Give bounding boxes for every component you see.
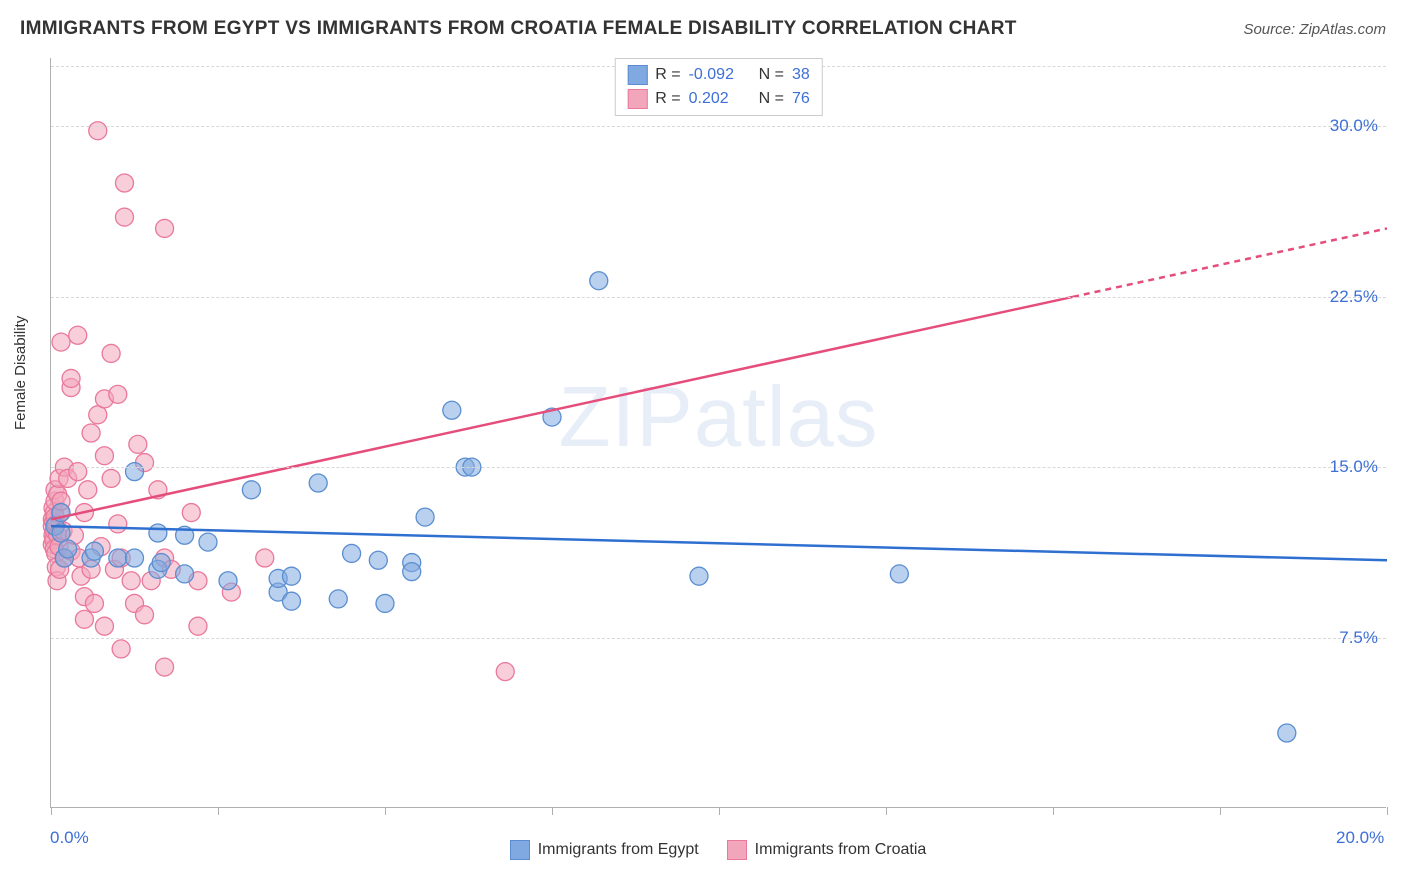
gridline <box>51 467 1386 468</box>
legend-n-val: 76 <box>792 87 810 111</box>
data-point <box>126 463 144 481</box>
data-point <box>112 640 130 658</box>
legend-n-key: N = <box>759 63 784 87</box>
data-point <box>75 610 93 628</box>
legend-r-key: R = <box>655 87 680 111</box>
legend-swatch <box>727 840 747 860</box>
data-point <box>403 563 421 581</box>
data-point <box>82 424 100 442</box>
legend-swatch <box>627 65 647 85</box>
data-point <box>156 219 174 237</box>
y-tick-label: 7.5% <box>1339 628 1378 648</box>
data-point <box>156 658 174 676</box>
x-tick <box>1387 807 1388 815</box>
gridline <box>51 638 1386 639</box>
legend-r-key: R = <box>655 63 680 87</box>
y-tick-label: 22.5% <box>1330 287 1378 307</box>
legend-label: Immigrants from Egypt <box>538 841 699 859</box>
data-point <box>369 551 387 569</box>
title-bar: IMMIGRANTS FROM EGYPT VS IMMIGRANTS FROM… <box>20 18 1386 40</box>
data-point <box>182 504 200 522</box>
x-tick <box>1053 807 1054 815</box>
data-point <box>95 447 113 465</box>
data-point <box>1278 724 1296 742</box>
data-point <box>95 617 113 635</box>
data-point <box>690 567 708 585</box>
data-point <box>343 544 361 562</box>
data-point <box>59 540 77 558</box>
data-point <box>115 174 133 192</box>
data-point <box>416 508 434 526</box>
data-point <box>376 594 394 612</box>
legend-label: Immigrants from Croatia <box>755 841 927 859</box>
plot-area: ZIPatlas R =-0.092N =38R =0.202N =76 7.5… <box>50 58 1386 808</box>
gridline <box>51 297 1386 298</box>
data-point <box>85 594 103 612</box>
data-point <box>52 333 70 351</box>
data-point <box>256 549 274 567</box>
data-point <box>282 567 300 585</box>
data-point <box>219 572 237 590</box>
data-point <box>242 481 260 499</box>
data-point <box>69 326 87 344</box>
source-label: Source: ZipAtlas.com <box>1243 21 1386 38</box>
data-point <box>309 474 327 492</box>
data-point <box>136 606 154 624</box>
data-point <box>126 549 144 567</box>
x-tick <box>385 807 386 815</box>
data-point <box>590 272 608 290</box>
data-point <box>102 469 120 487</box>
legend-n-key: N = <box>759 87 784 111</box>
data-point <box>443 401 461 419</box>
x-tick <box>719 807 720 815</box>
y-axis-label: Female Disability <box>12 316 29 430</box>
data-point <box>62 369 80 387</box>
chart-title: IMMIGRANTS FROM EGYPT VS IMMIGRANTS FROM… <box>20 18 1017 40</box>
x-tick <box>51 807 52 815</box>
data-point <box>89 122 107 140</box>
legend-r-val: -0.092 <box>689 63 751 87</box>
data-point <box>109 385 127 403</box>
data-point <box>152 554 170 572</box>
x-tick <box>886 807 887 815</box>
plot-svg <box>51 58 1386 807</box>
gridline <box>51 126 1386 127</box>
data-point <box>85 542 103 560</box>
legend-item: Immigrants from Croatia <box>727 840 927 860</box>
legend-item: Immigrants from Egypt <box>510 840 699 860</box>
data-point <box>176 565 194 583</box>
x-tick <box>552 807 553 815</box>
x-tick-label: 20.0% <box>1336 828 1384 848</box>
regression-line <box>51 526 1387 560</box>
data-point <box>115 208 133 226</box>
data-point <box>890 565 908 583</box>
data-point <box>122 572 140 590</box>
x-tick-label: 0.0% <box>50 828 89 848</box>
data-point <box>129 435 147 453</box>
y-tick-label: 30.0% <box>1330 116 1378 136</box>
x-tick <box>218 807 219 815</box>
data-point <box>109 549 127 567</box>
data-point <box>149 524 167 542</box>
legend-swatch <box>627 89 647 109</box>
data-point <box>79 481 97 499</box>
data-point <box>496 663 514 681</box>
legend-n-val: 38 <box>792 63 810 87</box>
data-point <box>282 592 300 610</box>
data-point <box>189 617 207 635</box>
regression-line <box>51 297 1073 520</box>
y-tick-label: 15.0% <box>1330 457 1378 477</box>
data-point <box>102 344 120 362</box>
legend-bottom: Immigrants from Egypt Immigrants from Cro… <box>50 840 1386 860</box>
legend-stat-row: R = 0.202 N = 76 <box>627 87 809 111</box>
legend-stat-row: R = -0.092 N = 38 <box>627 63 809 87</box>
legend-stats: R = -0.092 N = 38 R = 0.202 N = 76 <box>614 58 822 116</box>
x-tick <box>1220 807 1221 815</box>
data-point <box>329 590 347 608</box>
data-point <box>109 515 127 533</box>
legend-swatch <box>510 840 530 860</box>
data-point <box>69 463 87 481</box>
data-point <box>199 533 217 551</box>
legend-r-val: 0.202 <box>689 87 751 111</box>
